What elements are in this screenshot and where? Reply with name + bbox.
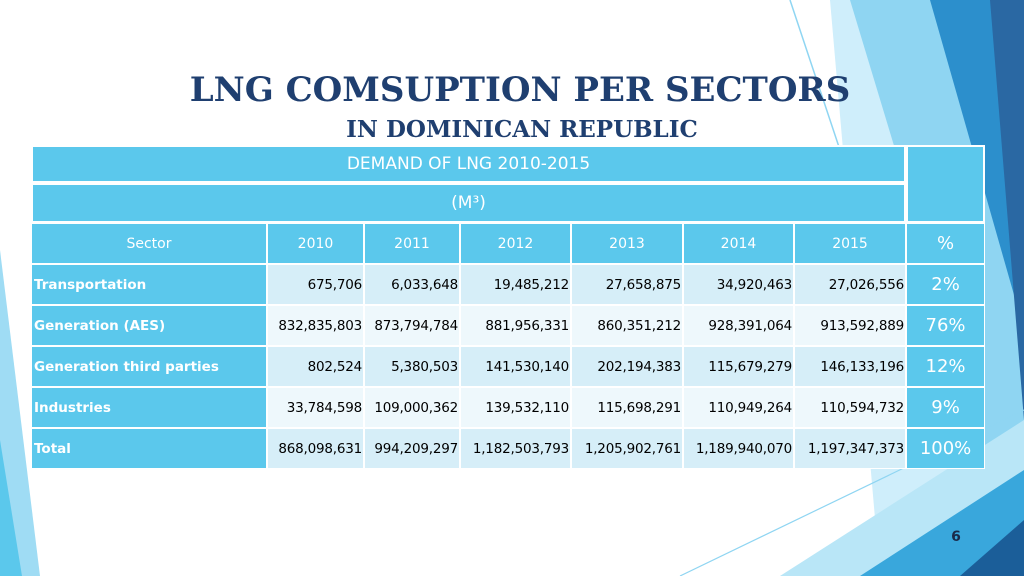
column-header-2015: 2015 [794,223,907,264]
cell-value: 1,197,347,373 [794,428,907,469]
row-sector-label: Generation third parties [31,346,267,387]
column-header-2011: 2011 [364,223,460,264]
table-row: Industries 33,784,598 109,000,362 139,53… [31,387,986,428]
cell-percent: 100% [906,428,986,469]
table-header-unit: (M³) [31,183,907,223]
cell-value: 832,835,803 [267,305,364,346]
cell-value: 110,594,732 [794,387,907,428]
cell-value: 141,530,140 [460,346,571,387]
column-header-row: Sector 2010 2011 2012 2013 2014 2015 % [31,223,986,264]
column-header-2012: 2012 [460,223,571,264]
deco-left-mid [0,440,22,576]
cell-value: 994,209,297 [364,428,460,469]
cell-value: 110,949,264 [683,387,794,428]
cell-percent: 9% [906,387,986,428]
table-row: Generation third parties 802,524 5,380,5… [31,346,986,387]
cell-percent: 12% [906,346,986,387]
cell-value: 873,794,784 [364,305,460,346]
cell-value: 1,182,503,793 [460,428,571,469]
deco-bottom-right-mid [860,470,1024,576]
cell-value: 1,189,940,070 [683,428,794,469]
deco-bottom-right-dark [960,520,1024,576]
cell-value: 19,485,212 [460,264,571,305]
cell-value: 109,000,362 [364,387,460,428]
table-header-blank [906,145,986,223]
slide-title: LNG COMSUPTION PER SECTORS [189,70,851,110]
cell-value: 27,658,875 [571,264,683,305]
row-sector-label: Generation (AES) [31,305,267,346]
page-number: 6 [951,529,961,545]
cell-value: 802,524 [267,346,364,387]
table-header-title: DEMAND OF LNG 2010-2015 [31,145,907,183]
cell-value: 115,679,279 [683,346,794,387]
table-row: Transportation 675,706 6,033,648 19,485,… [31,264,986,305]
slide-subtitle: IN DOMINICAN REPUBLIC [346,116,698,143]
cell-value: 913,592,889 [794,305,907,346]
cell-percent: 76% [906,305,986,346]
cell-value: 34,920,463 [683,264,794,305]
cell-value: 139,532,110 [460,387,571,428]
cell-value: 881,956,331 [460,305,571,346]
cell-value: 6,033,648 [364,264,460,305]
row-sector-label: Industries [31,387,267,428]
cell-value: 5,380,503 [364,346,460,387]
column-header-2014: 2014 [683,223,794,264]
row-sector-label: Total [31,428,267,469]
cell-value: 928,391,064 [683,305,794,346]
cell-percent: 2% [906,264,986,305]
deco-line [789,0,841,151]
cell-value: 1,205,902,761 [571,428,683,469]
lng-demand-table: DEMAND OF LNG 2010-2015 (M³) Sector 2010… [31,145,986,469]
deco-panel-dark [990,0,1024,420]
cell-value: 27,026,556 [794,264,907,305]
column-header-2010: 2010 [267,223,364,264]
row-sector-label: Transportation [31,264,267,305]
cell-value: 202,194,383 [571,346,683,387]
table-row-total: Total 868,098,631 994,209,297 1,182,503,… [31,428,986,469]
cell-value: 115,698,291 [571,387,683,428]
table-row: Generation (AES) 832,835,803 873,794,784… [31,305,986,346]
cell-value: 33,784,598 [267,387,364,428]
column-header-2013: 2013 [571,223,683,264]
cell-value: 675,706 [267,264,364,305]
cell-value: 868,098,631 [267,428,364,469]
cell-value: 860,351,212 [571,305,683,346]
column-header-percent: % [906,223,986,264]
deco-left-light [0,250,40,576]
column-header-sector: Sector [31,223,267,264]
cell-value: 146,133,196 [794,346,907,387]
